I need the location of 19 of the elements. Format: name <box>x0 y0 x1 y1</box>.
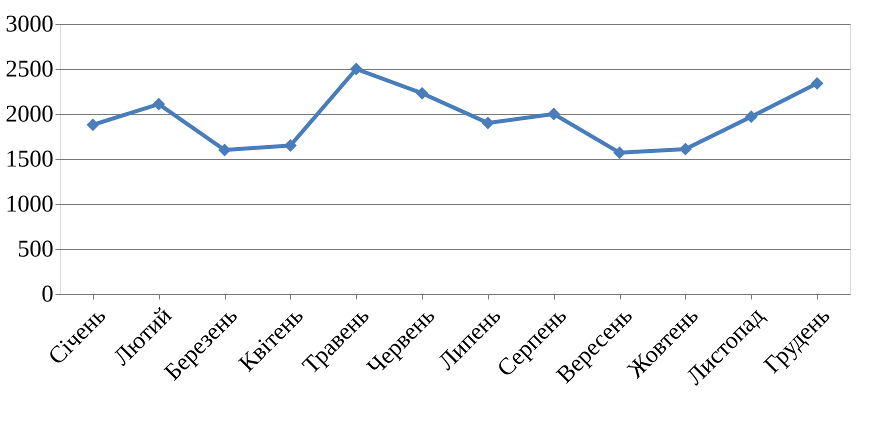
point <box>482 116 494 130</box>
point <box>86 118 100 132</box>
point <box>284 139 297 152</box>
point <box>416 86 428 100</box>
y-tick-label: 2000 <box>6 102 54 128</box>
point <box>218 144 231 156</box>
y-tick-label: 3000 <box>6 12 54 38</box>
point <box>810 77 824 90</box>
point <box>350 62 363 76</box>
point <box>152 98 166 110</box>
y-tick-label: 500 <box>18 236 54 262</box>
y-tick-label: 1500 <box>6 146 54 172</box>
point <box>744 110 758 124</box>
point <box>547 108 560 120</box>
point <box>679 142 692 156</box>
point <box>613 146 626 160</box>
y-tick-label: 0 <box>42 282 54 308</box>
y-tick-label: 2500 <box>6 56 54 82</box>
y-tick-label: 1000 <box>6 192 54 218</box>
